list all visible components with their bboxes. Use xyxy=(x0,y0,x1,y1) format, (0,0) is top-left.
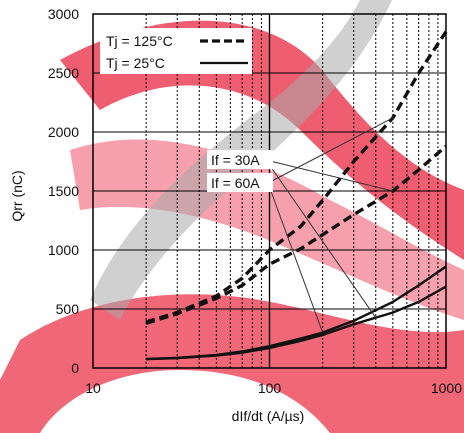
series-line-tj25-if30 xyxy=(146,285,447,361)
annotation-if30-bg xyxy=(207,150,273,169)
y-tick-label: 1500 xyxy=(48,183,79,199)
series-layer xyxy=(145,30,448,361)
annotation-if-60a: If = 60A xyxy=(211,175,260,191)
x-tick-labels: 10 100 1000 xyxy=(85,380,462,396)
annotation-leader-line xyxy=(267,182,324,333)
x-tick-label: 10 xyxy=(85,380,101,396)
legend-label-25c: Tj = 25°C xyxy=(106,55,165,71)
watermark-stroke-top xyxy=(60,20,464,260)
y-tick-label: 500 xyxy=(56,301,80,317)
annotation-leader-lines xyxy=(265,117,394,333)
legend-label-125c: Tj = 125°C xyxy=(106,33,173,49)
annotation-leader-line xyxy=(265,159,377,318)
annotation-if60-bg xyxy=(207,173,273,192)
annotations: If = 30A If = 60A xyxy=(207,150,273,192)
series-line-tj125-if60 xyxy=(145,30,448,324)
watermark-stroke-bottom xyxy=(0,294,464,433)
y-tick-label: 0 xyxy=(71,360,79,376)
annotation-leader-line xyxy=(267,117,394,184)
annotation-leader-line xyxy=(265,159,393,192)
annotation-if-30a: If = 30A xyxy=(211,152,260,168)
x-tick-label: 1000 xyxy=(431,380,462,396)
x-axis-label: dIf/dt (A/µs) xyxy=(232,408,305,424)
y-tick-label: 1000 xyxy=(48,242,79,258)
plot-frame xyxy=(92,13,447,369)
x-tick-label: 100 xyxy=(258,380,282,396)
y-axis-label: Qrr (nC) xyxy=(9,170,25,221)
watermark-stroke-middle xyxy=(70,139,464,320)
series-line-tj125-if30 xyxy=(145,144,448,325)
y-tick-labels: 0 500 1000 1500 2000 2500 3000 xyxy=(48,6,79,376)
y-tick-label: 2500 xyxy=(48,65,79,81)
y-tick-label: 3000 xyxy=(48,6,79,22)
legend: Tj = 125°C Tj = 25°C xyxy=(100,28,252,74)
legend-background xyxy=(100,28,252,74)
y-tick-label: 2000 xyxy=(48,124,79,140)
